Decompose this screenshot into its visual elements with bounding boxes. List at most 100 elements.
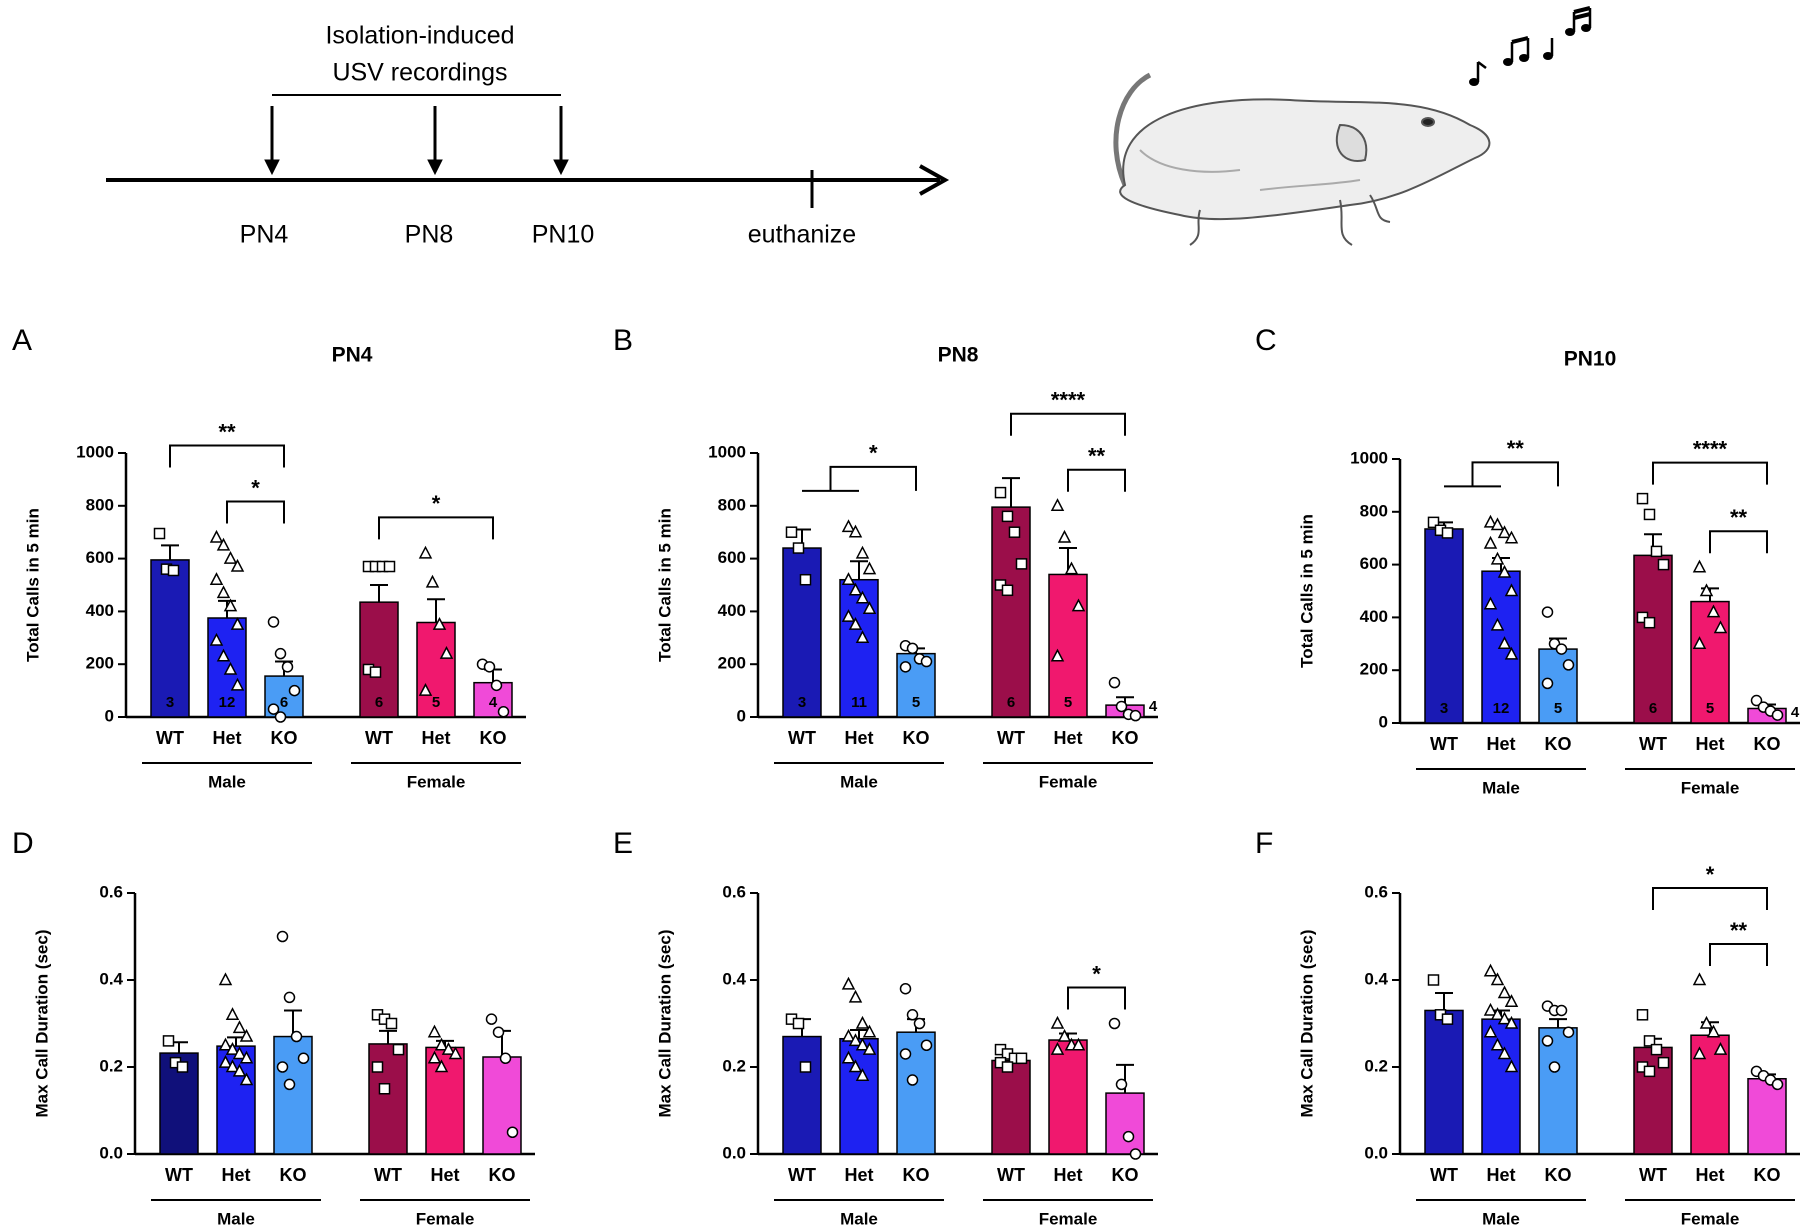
data-point — [383, 560, 396, 573]
group-label: Male — [840, 772, 878, 791]
data-point — [1706, 604, 1721, 618]
chart-title: PN4 — [332, 344, 373, 367]
data-point — [1015, 1052, 1028, 1065]
data-point — [1497, 636, 1512, 650]
x-tick-label: Het — [221, 1165, 250, 1185]
data-point — [1050, 498, 1065, 512]
data-point — [506, 1126, 519, 1138]
data-point — [418, 545, 433, 559]
error-bar — [850, 560, 868, 580]
data-point — [176, 1061, 189, 1073]
data-point — [1650, 545, 1663, 558]
data-point — [1071, 1037, 1086, 1051]
x-tick-label: KO — [489, 1165, 516, 1185]
data-point — [1015, 558, 1028, 570]
data-point — [483, 661, 496, 673]
data-point — [1483, 514, 1498, 528]
data-point — [1001, 1061, 1014, 1073]
data-point — [441, 1041, 456, 1055]
data-point — [274, 711, 287, 723]
data-point — [162, 1035, 175, 1047]
data-point — [855, 545, 870, 559]
data-point — [283, 991, 296, 1004]
y-tick-label: 0.6 — [99, 882, 123, 901]
data-point — [1541, 677, 1554, 690]
group-label: Female — [1681, 778, 1740, 797]
data-point — [841, 609, 856, 622]
data-point — [276, 930, 289, 943]
x-tick-label: WT — [374, 1165, 402, 1185]
x-tick-label: WT — [997, 1165, 1025, 1185]
n-label: 5 — [1554, 700, 1562, 717]
data-point — [1490, 517, 1505, 531]
group-label: Male — [208, 772, 246, 791]
x-tick-label: KO — [280, 1165, 307, 1185]
data-point — [920, 655, 933, 668]
data-point — [1692, 636, 1707, 650]
data-point — [1497, 525, 1512, 539]
data-point — [1504, 583, 1519, 597]
significance-label: * — [1706, 862, 1715, 887]
data-point — [425, 574, 440, 588]
data-point — [1108, 676, 1121, 689]
significance-label: ** — [1507, 436, 1525, 461]
panel-letter: C — [1255, 324, 1277, 357]
data-point — [1122, 1130, 1135, 1143]
data-point — [1071, 598, 1086, 612]
significance-label: ** — [1730, 918, 1748, 943]
y-tick-label: 0.0 — [99, 1143, 123, 1162]
data-point — [485, 1013, 498, 1025]
y-tick-label: 200 — [718, 654, 746, 673]
data-point — [369, 666, 382, 678]
data-point — [1555, 643, 1568, 655]
y-axis-label: Total Calls in 5 min — [23, 508, 42, 662]
x-tick-label: WT — [165, 1165, 193, 1185]
bar — [782, 547, 822, 718]
x-tick-label: Het — [1053, 728, 1082, 748]
x-tick-label: WT — [997, 728, 1025, 748]
bar — [1747, 1077, 1787, 1155]
significance-label: ** — [218, 419, 236, 444]
significance-bracket — [169, 444, 285, 468]
data-point — [276, 1061, 289, 1073]
chart-title: PN10 — [1564, 348, 1617, 371]
data-point — [841, 1050, 856, 1064]
data-point — [209, 632, 224, 646]
data-point — [862, 601, 877, 615]
data-point — [1713, 1041, 1728, 1055]
y-tick-label: 1000 — [708, 442, 746, 461]
significance-bracket — [1709, 943, 1768, 966]
data-point — [1483, 963, 1498, 977]
n-label: 5 — [1706, 700, 1714, 717]
x-tick-label: KO — [1754, 1165, 1781, 1185]
chart-panel: F Max Call Duration (sec) 0.0 0.2 0.4 0.6 WT He… — [1255, 827, 1800, 1228]
timeline-label: PN10 — [532, 221, 595, 249]
data-point — [1657, 1056, 1670, 1069]
data-point — [492, 1026, 505, 1038]
group-label: Female — [1039, 772, 1098, 791]
x-tick-label: Het — [212, 728, 241, 748]
y-tick-label: 0.4 — [99, 969, 123, 988]
data-point — [1771, 1078, 1784, 1091]
n-label: 4 — [1791, 704, 1800, 721]
y-tick-label: 0 — [105, 706, 114, 725]
data-point — [1699, 1015, 1714, 1029]
data-point — [499, 1052, 512, 1065]
data-point — [427, 1024, 442, 1038]
data-point — [490, 679, 503, 692]
data-point — [1504, 646, 1519, 660]
y-tick-label: 0.0 — [1364, 1143, 1388, 1162]
x-tick-label: KO — [480, 728, 507, 748]
timeline-arrowhead — [919, 164, 950, 196]
data-point — [239, 1072, 254, 1086]
mouse-illustration — [1113, 72, 1491, 246]
x-tick-label: Het — [1053, 1165, 1082, 1185]
data-point — [274, 647, 287, 660]
data-point — [1050, 648, 1065, 662]
data-point — [906, 1009, 919, 1021]
chart-panel: D Max Call Duration (sec) 0.0 0.2 0.4 0.6 WT He… — [12, 827, 535, 1228]
data-point — [899, 661, 912, 673]
bar — [1105, 1092, 1145, 1155]
y-tick-label: 400 — [1360, 607, 1388, 626]
